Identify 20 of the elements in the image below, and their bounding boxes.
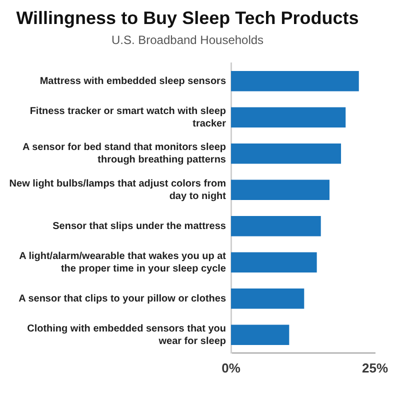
bar [231,107,346,128]
chart-title: Willingness to Buy Sleep Tech Products [16,8,359,28]
x-tick-label: 25% [362,360,388,376]
y-tick-label: Clothing with embedded sensors that you wear for sleep [27,323,226,347]
bar [231,70,359,92]
y-tick-label: Mattress with embedded sleep sensors [40,76,226,87]
y-tick-label: A light/alarm/wearable that wakes you up at the proper time in your sleep cycle [19,250,227,274]
x-tick-label: 0% [222,360,241,376]
bar [231,252,317,273]
y-tick-label: A sensor that clips to your pillow or clothes [18,293,226,304]
y-tick-label: A sensor for bed stand that monitors sleep through breathing patterns [22,142,226,166]
bar [231,143,342,164]
bar [231,324,290,346]
y-tick-label: Fitness tracker or smart watch with sleep tracker [30,106,226,130]
chart-subtitle: U.S. Broadband Households [111,33,264,48]
bar [231,288,304,309]
y-tick-label: New light bulbs/lamps that adjust colors from day to night [9,178,227,202]
bar [231,180,330,200]
bar [231,216,321,236]
y-tick-label: Sensor that slips under the mattress [52,220,226,232]
